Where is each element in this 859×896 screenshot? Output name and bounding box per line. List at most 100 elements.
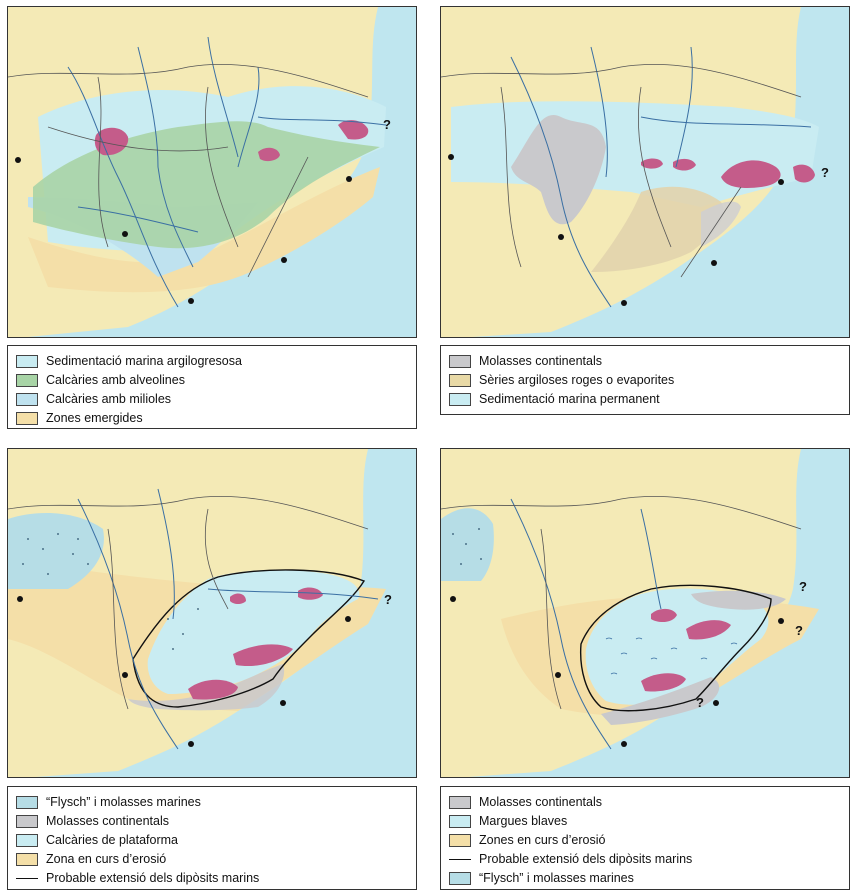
argiloses-zone	[591, 186, 724, 272]
red-deposit	[641, 158, 663, 169]
legend-label: Probable extensió dels dipòsits marins	[479, 852, 693, 866]
emergides-zone	[28, 167, 380, 293]
legend-item: Molasses continentals	[449, 793, 841, 811]
city-dot	[15, 157, 21, 163]
plataforma-zone	[147, 569, 360, 694]
city-dot	[778, 618, 784, 624]
legend-swatch	[449, 814, 471, 828]
flysch-zone	[441, 508, 494, 581]
city-dot	[17, 596, 23, 602]
legend-swatch	[449, 833, 471, 847]
city-dot	[450, 596, 456, 602]
legend-item: “Flysch” i molasses marines	[16, 793, 408, 811]
city-dot	[280, 700, 286, 706]
rivers	[510, 498, 662, 750]
legend-swatch	[16, 411, 38, 425]
red-deposit	[258, 147, 280, 162]
red-deposit	[94, 127, 129, 156]
flysch-pattern	[22, 533, 199, 650]
city-dot	[711, 260, 717, 266]
red-deposit	[686, 620, 731, 640]
question-mark: ?	[795, 623, 803, 638]
legend-label: Calcàries amb alveolines	[46, 373, 185, 387]
rivers	[510, 46, 812, 308]
borders	[441, 64, 802, 278]
red-deposit	[641, 673, 686, 692]
legend-swatch	[16, 833, 38, 847]
legend-swatch	[16, 373, 38, 387]
margues-zone	[585, 588, 769, 705]
city-dot	[555, 672, 561, 678]
city-dot	[188, 298, 194, 304]
legend-label: Molasses continentals	[479, 795, 602, 809]
legend-line-swatch	[16, 877, 38, 879]
map-4-legend: Molasses continentals Margues blaves Zon…	[440, 786, 850, 890]
map-1-graphic: ?	[8, 7, 391, 337]
red-deposit	[188, 679, 238, 700]
city-dot	[448, 154, 454, 160]
legend-label: Margues blaves	[479, 814, 568, 828]
borders	[441, 496, 802, 710]
borders	[8, 496, 369, 710]
legend-label: Sèries argiloses roges o evaporites	[479, 373, 675, 387]
legend-item: Zones en curs d’erosió	[449, 831, 841, 849]
legend-swatch	[16, 795, 38, 809]
legend-label: “Flysch” i molasses marines	[479, 871, 634, 885]
legend-label: Calcàries de plataforma	[46, 833, 179, 847]
margues-pattern	[605, 637, 738, 675]
legend-item: Molasses continentals	[449, 352, 841, 370]
legend-swatch	[449, 373, 471, 387]
legend-label: Zones en curs d’erosió	[479, 833, 606, 847]
alveolines-zone	[33, 121, 380, 249]
legend-line-swatch	[449, 858, 471, 860]
question-mark: ?	[799, 579, 807, 594]
city-dot	[122, 672, 128, 678]
red-deposit	[233, 644, 293, 667]
map-1-legend: Sedimentació marina argilogresosa Calcàr…	[7, 345, 417, 429]
legend-label: Calcàries amb milioles	[46, 392, 172, 406]
map-4-graphic: ? ? ?	[441, 449, 819, 777]
map-1: ?	[7, 6, 417, 338]
legend-item: Zones emergides	[16, 409, 408, 427]
legend-item: Calcàries amb alveolines	[16, 371, 408, 389]
legend-swatch	[449, 795, 471, 809]
legend-item: Zona en curs d’erosió	[16, 850, 408, 868]
rivers	[77, 488, 379, 750]
legend-item: Probable extensió dels dipòsits marins	[449, 850, 841, 868]
flysch-pattern	[452, 528, 482, 565]
city-dot	[281, 257, 287, 263]
city-dot	[621, 741, 627, 747]
map-4: ? ? ?	[440, 448, 850, 778]
legend-item: Margues blaves	[449, 812, 841, 830]
city-dot	[188, 741, 194, 747]
legend-label: Molasses continentals	[46, 814, 169, 828]
map-3-graphic: ?	[8, 449, 392, 777]
flysch-zone	[8, 513, 104, 589]
rivers	[67, 36, 387, 308]
legend-label: Zona en curs d’erosió	[46, 852, 167, 866]
map-3: ?	[7, 448, 417, 778]
question-mark: ?	[821, 165, 829, 180]
red-deposit	[793, 164, 815, 183]
molasses-zone	[601, 677, 720, 725]
legend-swatch	[16, 354, 38, 368]
city-dot	[346, 176, 352, 182]
molasses-zone	[128, 664, 285, 711]
city-dot	[621, 300, 627, 306]
legend-label: Sedimentació marina permanent	[479, 392, 660, 406]
legend-label: “Flysch” i molasses marines	[46, 795, 201, 809]
legend-item: Probable extensió dels dipòsits marins	[16, 869, 408, 887]
map-2: ?	[440, 6, 850, 338]
city-dot	[345, 616, 351, 622]
borders	[8, 64, 369, 278]
legend-swatch	[449, 871, 471, 885]
red-deposit	[673, 158, 696, 171]
legend-swatch	[16, 392, 38, 406]
legend-item: Sèries argiloses roges o evaporites	[449, 371, 841, 389]
question-mark: ?	[384, 592, 392, 607]
legend-item: Molasses continentals	[16, 812, 408, 830]
molasses-zone	[511, 115, 606, 225]
legend-swatch	[16, 814, 38, 828]
legend-swatch	[449, 392, 471, 406]
legend-item: “Flysch” i molasses marines	[449, 869, 841, 887]
